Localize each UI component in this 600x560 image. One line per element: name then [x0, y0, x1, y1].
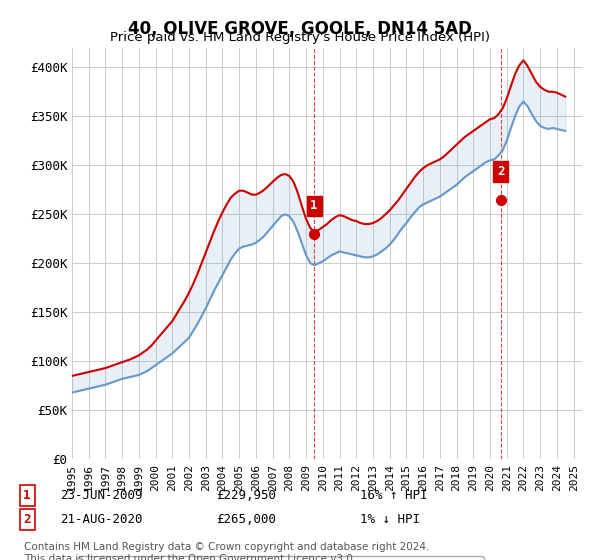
Text: £229,950: £229,950: [216, 489, 276, 502]
Text: 1: 1: [310, 199, 318, 212]
Text: 23-JUN-2009: 23-JUN-2009: [60, 489, 143, 502]
Text: £265,000: £265,000: [216, 513, 276, 526]
Text: Contains HM Land Registry data © Crown copyright and database right 2024.
This d: Contains HM Land Registry data © Crown c…: [24, 542, 430, 560]
Text: 16% ↑ HPI: 16% ↑ HPI: [360, 489, 427, 502]
Text: 1: 1: [23, 489, 31, 502]
Text: 1% ↓ HPI: 1% ↓ HPI: [360, 513, 420, 526]
Legend: 40, OLIVE GROVE, GOOLE, DN14 5AD (detached house), HPI: Average price, detached : 40, OLIVE GROVE, GOOLE, DN14 5AD (detach…: [78, 556, 484, 560]
Text: Price paid vs. HM Land Registry's House Price Index (HPI): Price paid vs. HM Land Registry's House …: [110, 31, 490, 44]
Text: 40, OLIVE GROVE, GOOLE, DN14 5AD: 40, OLIVE GROVE, GOOLE, DN14 5AD: [128, 20, 472, 38]
Text: 21-AUG-2020: 21-AUG-2020: [60, 513, 143, 526]
Text: 2: 2: [23, 513, 31, 526]
Text: 2: 2: [497, 165, 505, 178]
